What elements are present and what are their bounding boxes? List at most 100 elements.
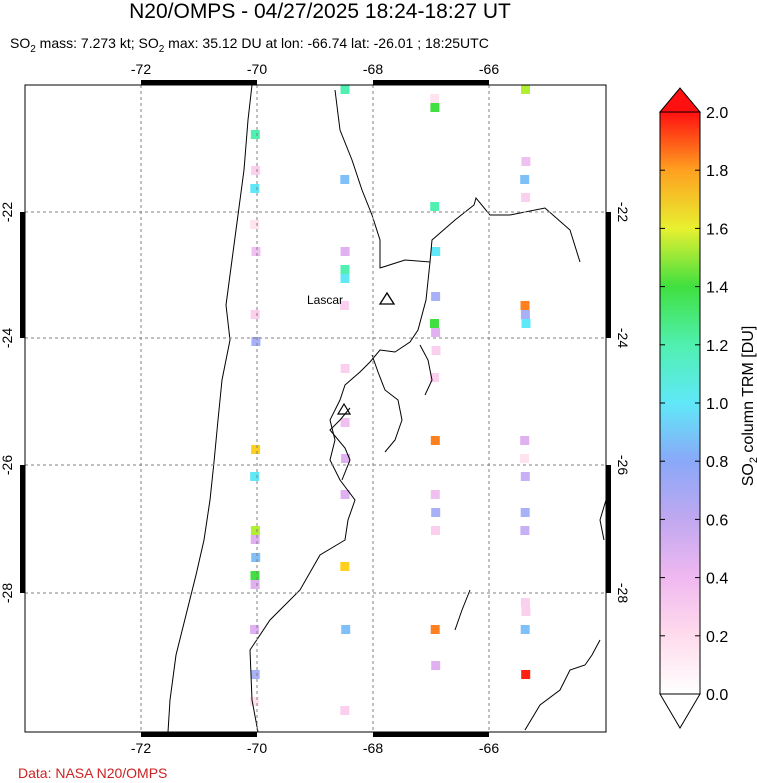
so2-pixel xyxy=(0,157,9,166)
so2-pixel xyxy=(0,652,9,661)
so2-pixel xyxy=(0,526,9,535)
so2-pixel xyxy=(0,526,9,535)
so2-pixel xyxy=(0,175,9,184)
so2-pixel xyxy=(0,283,9,292)
so2-pixel xyxy=(0,256,9,265)
so2-pixel xyxy=(0,436,9,445)
so2-pixel xyxy=(0,319,9,328)
so2-pixel xyxy=(0,679,9,688)
so2-pixel xyxy=(0,193,9,202)
so2-pixel xyxy=(0,139,9,148)
so2-pixel xyxy=(0,256,9,265)
so2-pixel xyxy=(0,427,9,436)
so2-pixel xyxy=(0,697,9,706)
so2-pixel xyxy=(0,661,9,670)
so2-pixel xyxy=(0,310,9,319)
so2-pixel xyxy=(0,301,9,310)
so2-pixel xyxy=(250,220,260,229)
so2-pixel xyxy=(0,157,9,166)
so2-pixel xyxy=(0,184,9,193)
so2-pixel xyxy=(0,175,9,184)
so2-pixel xyxy=(0,310,9,319)
so2-pixel xyxy=(0,553,9,562)
so2-pixel xyxy=(430,436,440,445)
lat-right-label: -24 xyxy=(615,328,631,348)
so2-pixel xyxy=(0,643,9,652)
so2-pixel xyxy=(0,715,9,724)
so2-pixel xyxy=(0,670,9,679)
so2-pixel xyxy=(0,445,9,454)
so2-pixel xyxy=(0,364,9,373)
so2-pixel xyxy=(0,103,9,112)
so2-pixel xyxy=(0,121,9,130)
so2-pixel xyxy=(0,238,9,247)
so2-pixel xyxy=(0,193,9,202)
so2-pixel xyxy=(0,121,9,130)
so2-pixel xyxy=(0,184,9,193)
so2-pixel xyxy=(0,688,9,697)
lat-right-label: -26 xyxy=(615,455,631,475)
so2-pixel xyxy=(0,652,9,661)
so2-pixel xyxy=(0,436,9,445)
so2-pixel xyxy=(0,193,9,202)
so2-pixel xyxy=(0,706,9,715)
so2-pixel xyxy=(341,625,351,634)
so2-pixel xyxy=(0,382,9,391)
so2-pixel xyxy=(0,292,9,301)
so2-pixel xyxy=(0,517,9,526)
so2-pixel xyxy=(0,292,9,301)
so2-pixel xyxy=(340,418,350,427)
so2-pixel xyxy=(0,274,9,283)
so2-pixel xyxy=(0,427,9,436)
so2-pixel xyxy=(0,418,9,427)
so2-pixel xyxy=(0,517,9,526)
so2-pixel xyxy=(0,517,9,526)
so2-pixel xyxy=(0,670,9,679)
so2-pixel xyxy=(0,670,9,679)
so2-pixel xyxy=(0,427,9,436)
so2-pixel xyxy=(0,436,9,445)
so2-pixel xyxy=(0,697,9,706)
so2-pixel xyxy=(0,94,9,103)
so2-pixel xyxy=(0,130,9,139)
so2-pixel xyxy=(520,472,530,481)
so2-pixel xyxy=(0,517,9,526)
so2-pixel xyxy=(0,688,9,697)
so2-pixel xyxy=(0,544,9,553)
so2-pixel xyxy=(0,238,9,247)
so2-pixel xyxy=(0,274,9,283)
so2-pixel xyxy=(0,319,9,328)
so2-pixel xyxy=(0,355,9,364)
so2-pixel xyxy=(0,310,9,319)
so2-pixel xyxy=(0,490,9,499)
so2-pixel xyxy=(0,130,9,139)
so2-pixel xyxy=(0,265,9,274)
so2-pixel xyxy=(0,688,9,697)
so2-pixel xyxy=(0,490,9,499)
so2-pixel xyxy=(520,625,530,634)
so2-pixel xyxy=(0,400,9,409)
so2-pixel xyxy=(0,562,9,571)
so2-pixel xyxy=(250,130,260,139)
so2-pixel xyxy=(0,715,9,724)
so2-pixel xyxy=(0,400,9,409)
so2-pixel xyxy=(0,382,9,391)
so2-pixel xyxy=(250,535,260,544)
so2-pixel xyxy=(0,544,9,553)
so2-pixel xyxy=(0,535,9,544)
so2-pixel xyxy=(431,247,441,256)
so2-pixel xyxy=(0,661,9,670)
so2-pixel xyxy=(0,634,9,643)
so2-pixel xyxy=(0,553,9,562)
so2-pixel xyxy=(0,508,9,517)
so2-pixel xyxy=(431,346,441,355)
so2-pixel xyxy=(0,661,9,670)
so2-pixel xyxy=(0,184,9,193)
so2-pixel xyxy=(0,688,9,697)
so2-pixel xyxy=(0,238,9,247)
so2-pixel xyxy=(0,382,9,391)
so2-pixel xyxy=(701,544,710,553)
so2-pixel xyxy=(0,157,9,166)
so2-pixel xyxy=(0,256,9,265)
so2-pixel xyxy=(0,247,9,256)
